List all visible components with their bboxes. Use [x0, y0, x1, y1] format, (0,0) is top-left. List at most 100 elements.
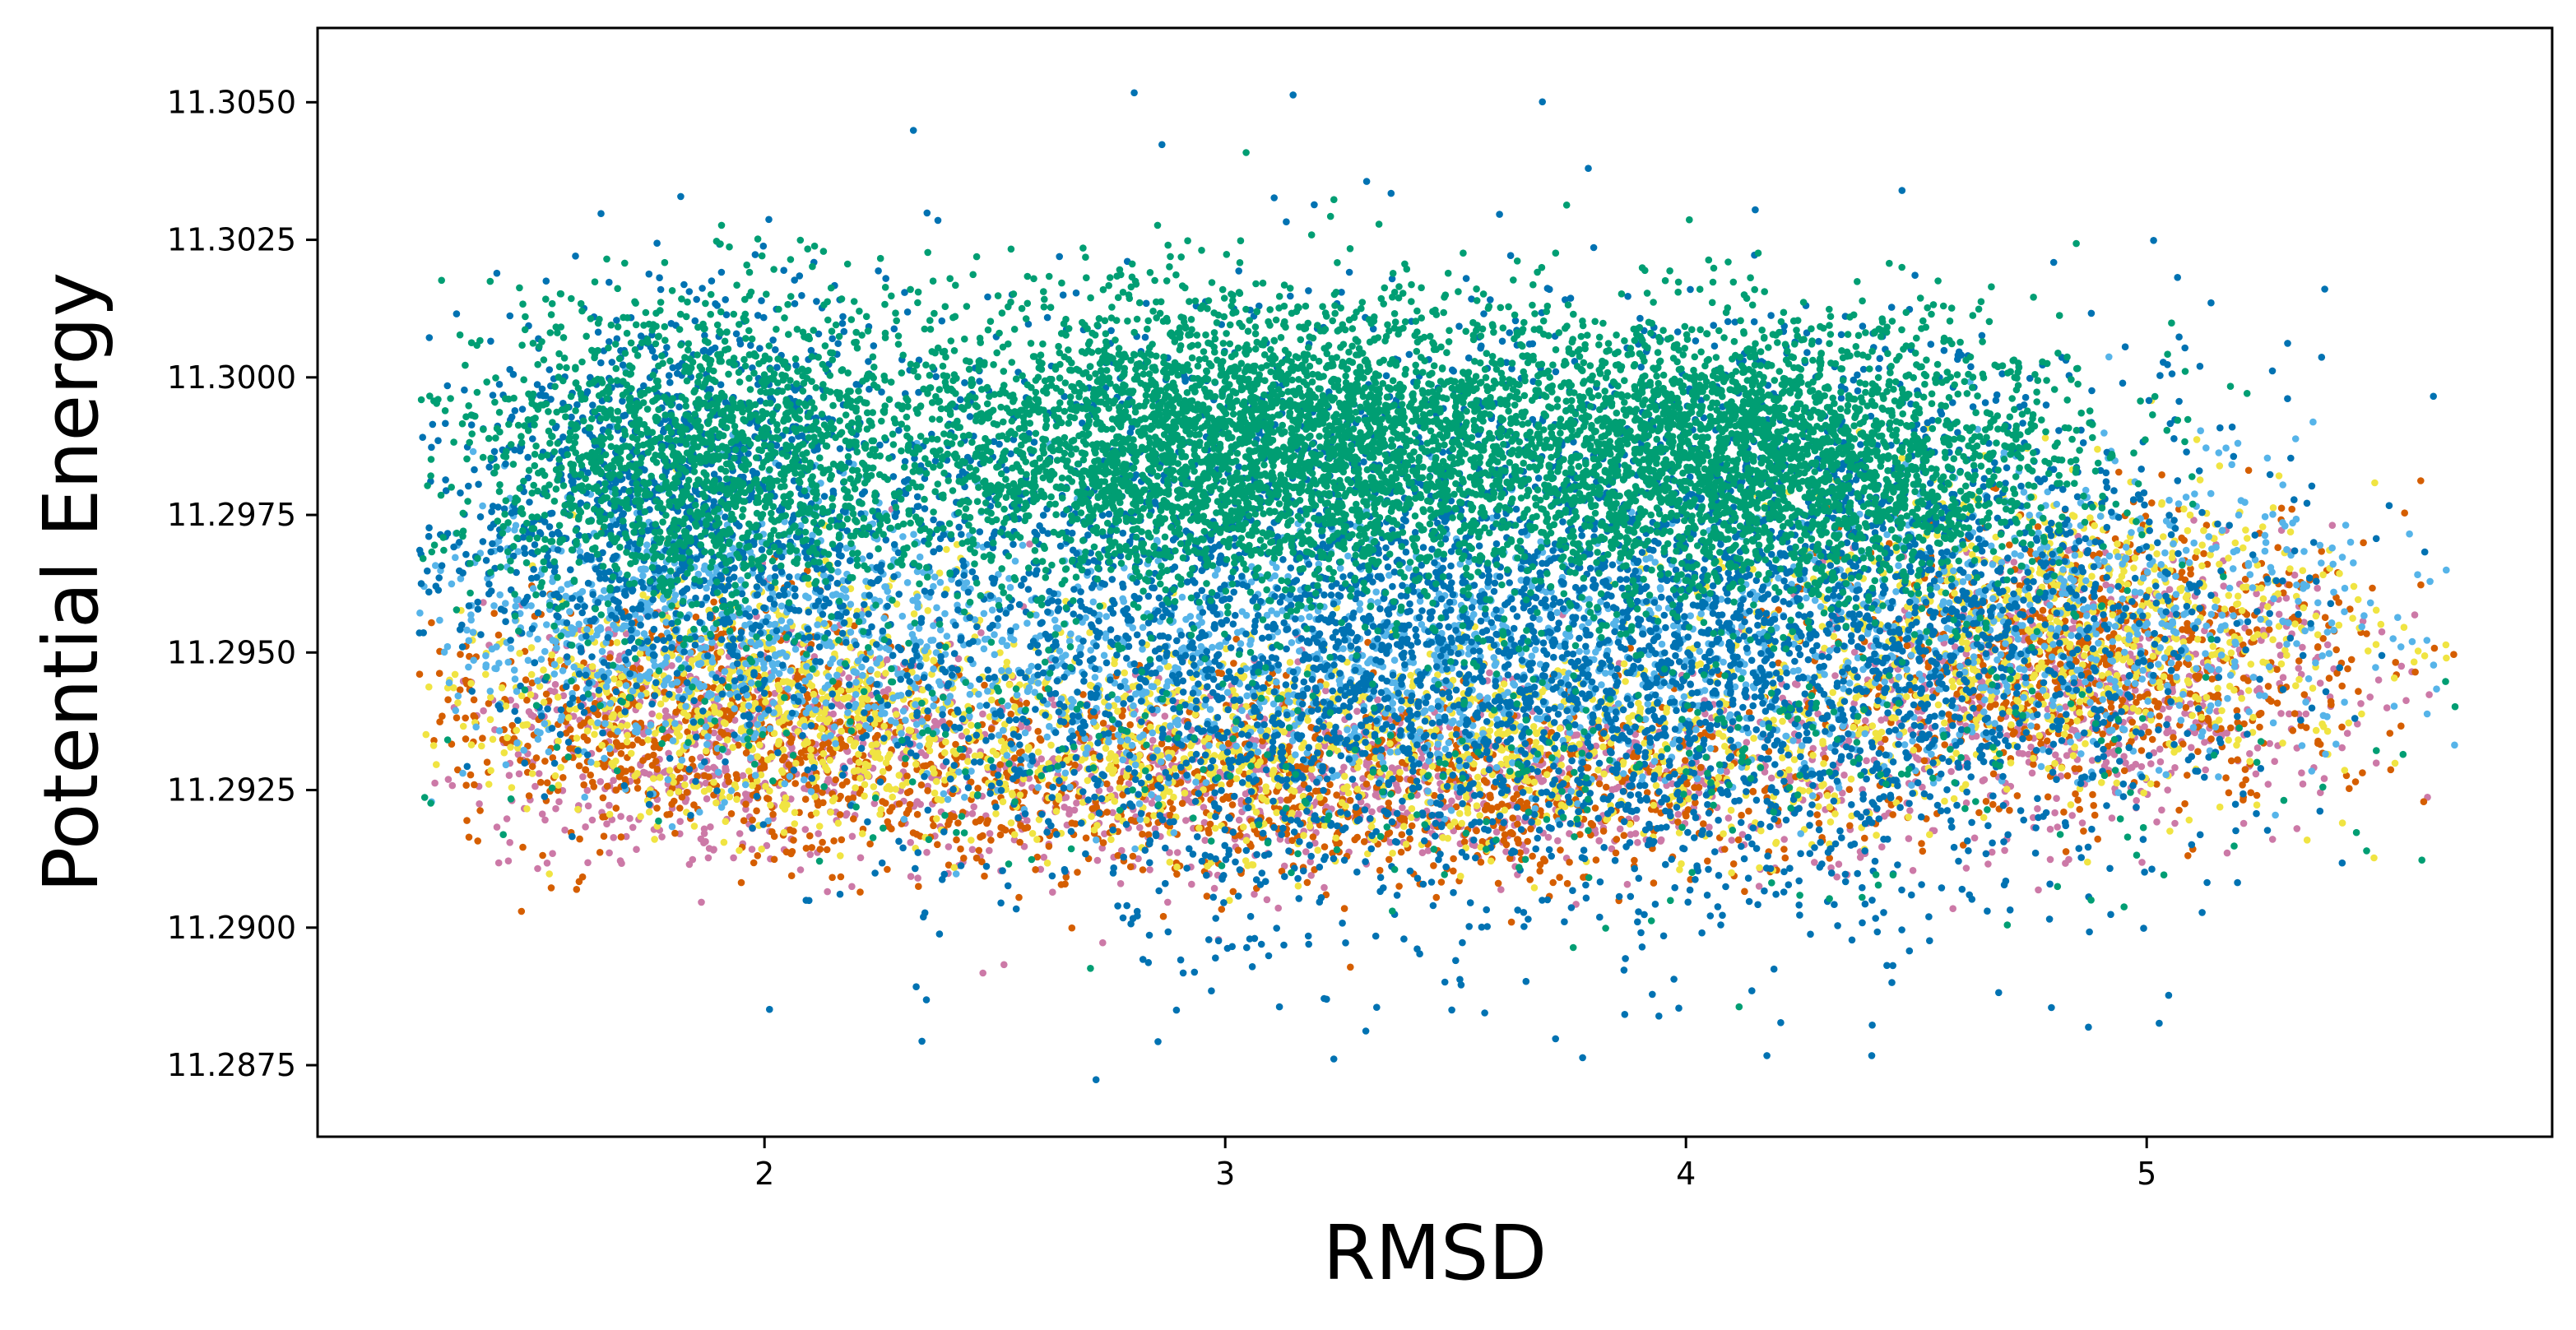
data-point — [1495, 880, 1502, 887]
data-point — [1481, 776, 1488, 784]
data-point — [526, 792, 533, 799]
data-point — [466, 834, 473, 841]
data-point — [1621, 832, 1628, 839]
data-point — [518, 908, 526, 915]
data-point — [557, 764, 564, 772]
data-point — [934, 841, 941, 849]
data-point — [476, 807, 484, 814]
data-point — [2218, 707, 2226, 715]
data-point — [1704, 858, 1711, 865]
data-point — [960, 855, 968, 862]
data-point — [2411, 669, 2419, 676]
data-point — [827, 757, 834, 764]
data-point — [813, 809, 820, 817]
data-point — [576, 836, 583, 843]
data-point — [976, 818, 983, 825]
data-point — [1529, 853, 1536, 860]
data-point — [2047, 614, 2054, 622]
data-point — [884, 818, 892, 826]
data-point — [2245, 467, 2253, 475]
data-point — [2003, 699, 2010, 707]
data-point — [1539, 778, 1546, 785]
data-point — [1211, 885, 1218, 892]
data-point — [2040, 607, 2047, 614]
data-point — [672, 709, 680, 716]
data-point — [2202, 767, 2209, 774]
data-point — [610, 777, 617, 785]
data-point — [484, 758, 491, 766]
data-point — [1947, 768, 1955, 776]
data-point — [2300, 781, 2307, 788]
data-point — [2034, 805, 2041, 813]
data-point — [2006, 807, 2013, 814]
data-point — [2114, 780, 2121, 787]
data-point — [543, 691, 550, 698]
data-point — [2387, 730, 2394, 737]
data-point — [2047, 856, 2054, 864]
data-point — [1836, 860, 1843, 868]
data-point — [2397, 722, 2405, 730]
data-point — [2224, 850, 2231, 857]
data-point — [1310, 833, 1317, 841]
data-point — [698, 899, 705, 906]
data-point — [662, 707, 670, 715]
data-point — [719, 730, 726, 737]
data-point — [2030, 761, 2037, 768]
data-point — [969, 846, 977, 854]
data-point — [798, 749, 805, 757]
data-point — [548, 884, 555, 892]
data-point — [1877, 716, 1885, 724]
data-point — [764, 795, 771, 802]
data-point — [969, 810, 977, 818]
data-point — [504, 815, 511, 823]
data-point — [953, 836, 960, 844]
data-point — [1204, 892, 1211, 900]
data-point — [1627, 831, 1635, 838]
data-point — [445, 776, 453, 783]
data-point — [1127, 864, 1135, 871]
data-point — [1169, 805, 1177, 813]
data-point — [1984, 860, 1992, 868]
data-point — [1566, 859, 1573, 866]
data-point — [676, 804, 684, 812]
data-point — [2076, 806, 2083, 813]
data-point — [1675, 811, 1683, 818]
data-point — [728, 810, 736, 818]
data-point — [2147, 760, 2155, 767]
data-point — [828, 874, 836, 882]
data-point — [1524, 838, 1531, 846]
data-point — [622, 767, 629, 775]
data-point — [1846, 786, 1854, 794]
data-point — [2286, 582, 2293, 589]
data-point — [1650, 879, 1658, 887]
data-point — [1011, 754, 1019, 762]
data-point — [705, 855, 712, 862]
data-point — [536, 770, 543, 777]
data-point — [561, 827, 569, 834]
data-point — [1450, 868, 1457, 875]
data-point — [907, 839, 914, 846]
data-point — [2338, 683, 2346, 690]
data-point — [2047, 826, 2054, 833]
data-point — [1592, 804, 1599, 812]
data-point — [2274, 544, 2281, 551]
data-point — [453, 714, 461, 721]
data-point — [2225, 554, 2232, 562]
data-point — [626, 815, 634, 823]
data-point — [1509, 814, 1516, 822]
data-point — [945, 843, 953, 850]
data-point — [2181, 710, 2188, 717]
data-point — [986, 847, 993, 855]
data-point — [585, 803, 592, 810]
data-point — [2170, 734, 2177, 741]
data-point — [1846, 823, 1854, 830]
data-point — [1845, 737, 1853, 744]
data-point — [1458, 820, 1465, 827]
data-point — [1182, 817, 1190, 824]
data-point — [1264, 897, 1271, 904]
data-point — [1448, 798, 1455, 805]
data-point — [1741, 888, 1748, 896]
data-point — [573, 886, 581, 893]
data-point — [791, 820, 799, 827]
